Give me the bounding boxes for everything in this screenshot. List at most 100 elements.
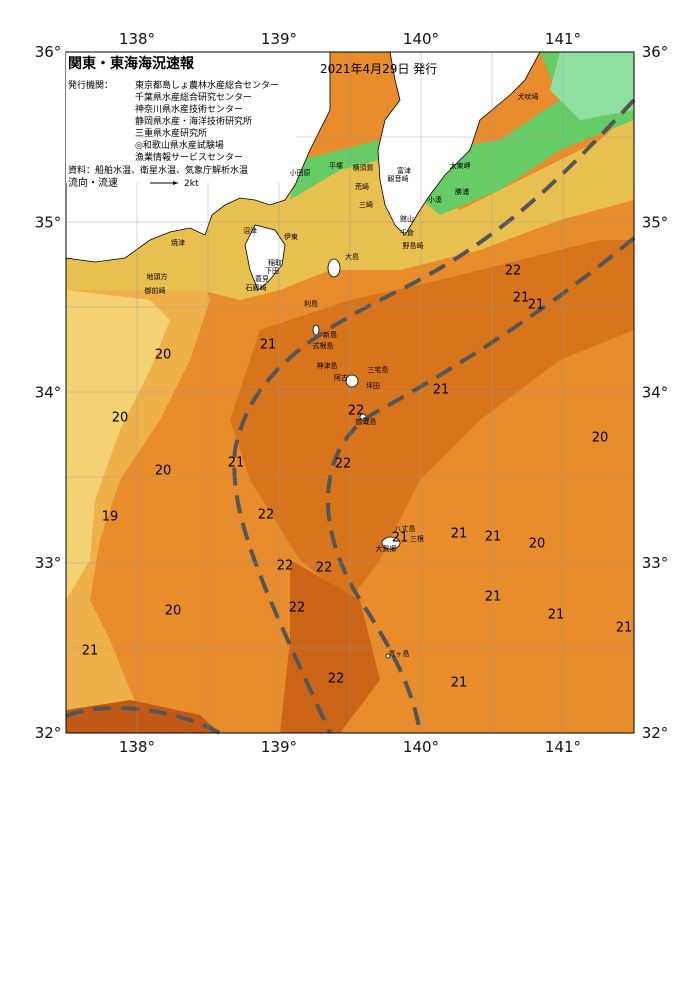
temperature-label: 21 (485, 590, 502, 605)
lon-label: 140° (403, 738, 439, 756)
place-name: 阿古 (334, 373, 348, 382)
temperature-label: 22 (258, 508, 275, 523)
place-name: 焼津 (171, 238, 185, 247)
temperature-label: 21 (616, 621, 633, 636)
publisher: 漁業情報サービスセンター (135, 151, 243, 163)
temperature-label: 20 (155, 464, 172, 479)
publisher: ◎和歌山県水産試験場 (135, 139, 224, 151)
temperature-label: 21 (513, 291, 530, 306)
current-speed: 2kt (184, 179, 199, 189)
lon-label: 141° (545, 738, 581, 756)
title: 関東・東海海況速報 (68, 55, 195, 72)
lat-label: 34° (35, 384, 62, 402)
temperature-label: 22 (505, 264, 522, 279)
current-legend: 流向・流速 (68, 176, 118, 189)
lat-label: 32° (642, 724, 669, 742)
place-name: 観音崎 (388, 174, 409, 183)
lat-label: 36° (35, 43, 62, 61)
lon-label: 139° (261, 30, 297, 48)
place-name: 勝浦 (455, 187, 469, 196)
temperature-label: 21 (548, 608, 565, 623)
publisher: 三重県水産研究所 (135, 127, 207, 139)
place-name: 小湊 (428, 195, 442, 204)
place-name: 八丈島 (395, 524, 416, 533)
temperature-label: 21 (82, 644, 99, 659)
place-name: 大賀郷 (376, 544, 397, 553)
temperature-label: 21 (392, 531, 409, 546)
temperature-label: 22 (289, 601, 306, 616)
temperature-label: 22 (348, 404, 365, 419)
place-name: 沼津 (243, 226, 257, 235)
lon-label: 139° (261, 738, 297, 756)
place-name: 式根島 (313, 341, 334, 350)
place-name: 青ヶ島 (389, 649, 410, 658)
lon-label: 140° (403, 30, 439, 48)
lon-label: 138° (119, 30, 155, 48)
place-name: 下田 (265, 267, 279, 275)
place-name: 神津島 (317, 361, 338, 370)
temperature-label: 20 (112, 411, 129, 426)
temperature-label: 22 (277, 559, 294, 574)
place-name: 千倉 (400, 228, 414, 237)
place-name: 御前崎 (145, 286, 166, 295)
publisher-label: 発行機関： (68, 79, 113, 91)
publisher: 東京都島しょ農林水産総合センター (135, 79, 279, 91)
temperature-label: 21 (528, 298, 545, 313)
legend-arrowhead (173, 181, 178, 185)
place-name: 小田原 (290, 168, 311, 177)
temperature-label: 20 (165, 604, 182, 619)
temperature-label: 20 (592, 431, 609, 446)
lon-label: 141° (545, 30, 581, 48)
temperature-label: 21 (451, 527, 468, 542)
place-name: 館山 (400, 214, 414, 223)
temperature-label: 21 (485, 530, 502, 545)
place-name: 野島崎 (403, 241, 424, 250)
grid (66, 52, 634, 733)
place-name: 三宅島 (368, 365, 389, 374)
temperature-label: 22 (328, 672, 345, 687)
publisher: 千葉県水産総合研究センター (135, 91, 252, 103)
place-name: 坪田 (366, 382, 380, 390)
place-name: 大島 (345, 252, 359, 261)
place-name: 横須賀 (353, 163, 374, 172)
lat-label: 36° (642, 43, 669, 61)
header-box (66, 53, 296, 183)
temperature-label: 21 (260, 338, 277, 353)
place-name: 蓑見 (255, 274, 269, 283)
lat-label: 32° (35, 724, 62, 742)
temperature-label: 20 (155, 348, 172, 363)
publisher: 静岡県水産・海洋技術研究所 (135, 115, 252, 127)
place-name: 伊東 (284, 232, 298, 241)
map-frame (65, 51, 635, 734)
lat-label: 34° (642, 384, 669, 402)
place-name: 新島 (323, 330, 337, 339)
lon-label: 138° (119, 738, 155, 756)
temperature-label: 21 (451, 676, 468, 691)
temperature-label: 21 (433, 383, 450, 398)
lat-label: 35° (35, 213, 62, 231)
place-name: 平塚 (329, 161, 343, 170)
temperature-label: 19 (102, 510, 119, 525)
place-name: 荒崎 (355, 182, 369, 191)
place-name: 太東岬 (450, 161, 471, 170)
publisher: 神奈川県水産技術センター (135, 103, 243, 115)
place-name: 犬吠埼 (518, 92, 539, 101)
place-name: 地頭方 (147, 272, 168, 281)
temperature-label: 20 (529, 537, 546, 552)
place-name: 稲取 (268, 258, 282, 267)
lat-label: 33° (642, 554, 669, 572)
place-name: 御蔵島 (356, 417, 377, 426)
temperature-label: 22 (335, 457, 352, 472)
issue-date: 2021年4月29日 発行 (320, 62, 437, 76)
lat-label: 35° (642, 213, 669, 231)
lat-label: 33° (35, 554, 62, 572)
place-name: 利島 (304, 299, 318, 308)
source: 資料：船舶水温、衛星水温、気象庁解析水温 (68, 164, 248, 176)
temperature-label: 21 (228, 456, 245, 471)
place-name: 富津 (397, 166, 411, 175)
temperature-label: 22 (316, 561, 333, 576)
place-name: 石廊崎 (246, 283, 267, 292)
place-name: 三崎 (359, 200, 373, 209)
place-name: 三根 (410, 534, 424, 543)
